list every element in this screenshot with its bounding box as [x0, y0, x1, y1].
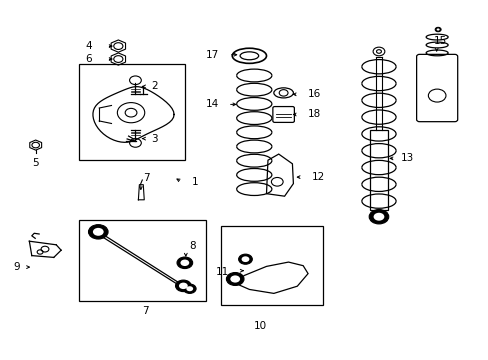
Circle shape: [434, 27, 440, 32]
Text: 10: 10: [254, 321, 266, 332]
Circle shape: [238, 254, 252, 264]
Text: 4: 4: [85, 41, 92, 51]
Text: 16: 16: [307, 89, 321, 99]
Text: 12: 12: [311, 172, 325, 182]
Circle shape: [88, 225, 108, 239]
Polygon shape: [266, 154, 293, 196]
Circle shape: [179, 283, 187, 289]
Circle shape: [436, 28, 439, 31]
Text: 5: 5: [32, 158, 39, 168]
Bar: [79, 64, 184, 160]
Circle shape: [241, 256, 249, 262]
Text: 14: 14: [205, 99, 219, 109]
Text: 1: 1: [191, 177, 198, 187]
Circle shape: [186, 286, 193, 291]
Circle shape: [175, 280, 191, 292]
Bar: [79, 220, 206, 301]
Text: 2: 2: [151, 81, 158, 91]
Circle shape: [177, 257, 192, 269]
Bar: [369, 130, 387, 210]
Text: 18: 18: [307, 109, 321, 120]
Text: 9: 9: [13, 262, 20, 272]
Text: 15: 15: [432, 36, 446, 46]
Text: 8: 8: [188, 240, 195, 251]
Text: 11: 11: [215, 267, 228, 277]
Text: 3: 3: [151, 134, 158, 144]
Text: 13: 13: [400, 153, 413, 163]
Circle shape: [226, 273, 244, 285]
Text: 7: 7: [142, 306, 149, 316]
Circle shape: [230, 275, 240, 283]
Bar: [221, 226, 322, 305]
Circle shape: [93, 228, 103, 236]
Text: 17: 17: [205, 50, 219, 60]
Text: 6: 6: [85, 54, 92, 64]
Circle shape: [180, 260, 189, 266]
Circle shape: [368, 210, 388, 224]
Circle shape: [373, 213, 384, 221]
Circle shape: [183, 284, 196, 293]
Text: 7: 7: [142, 173, 149, 183]
